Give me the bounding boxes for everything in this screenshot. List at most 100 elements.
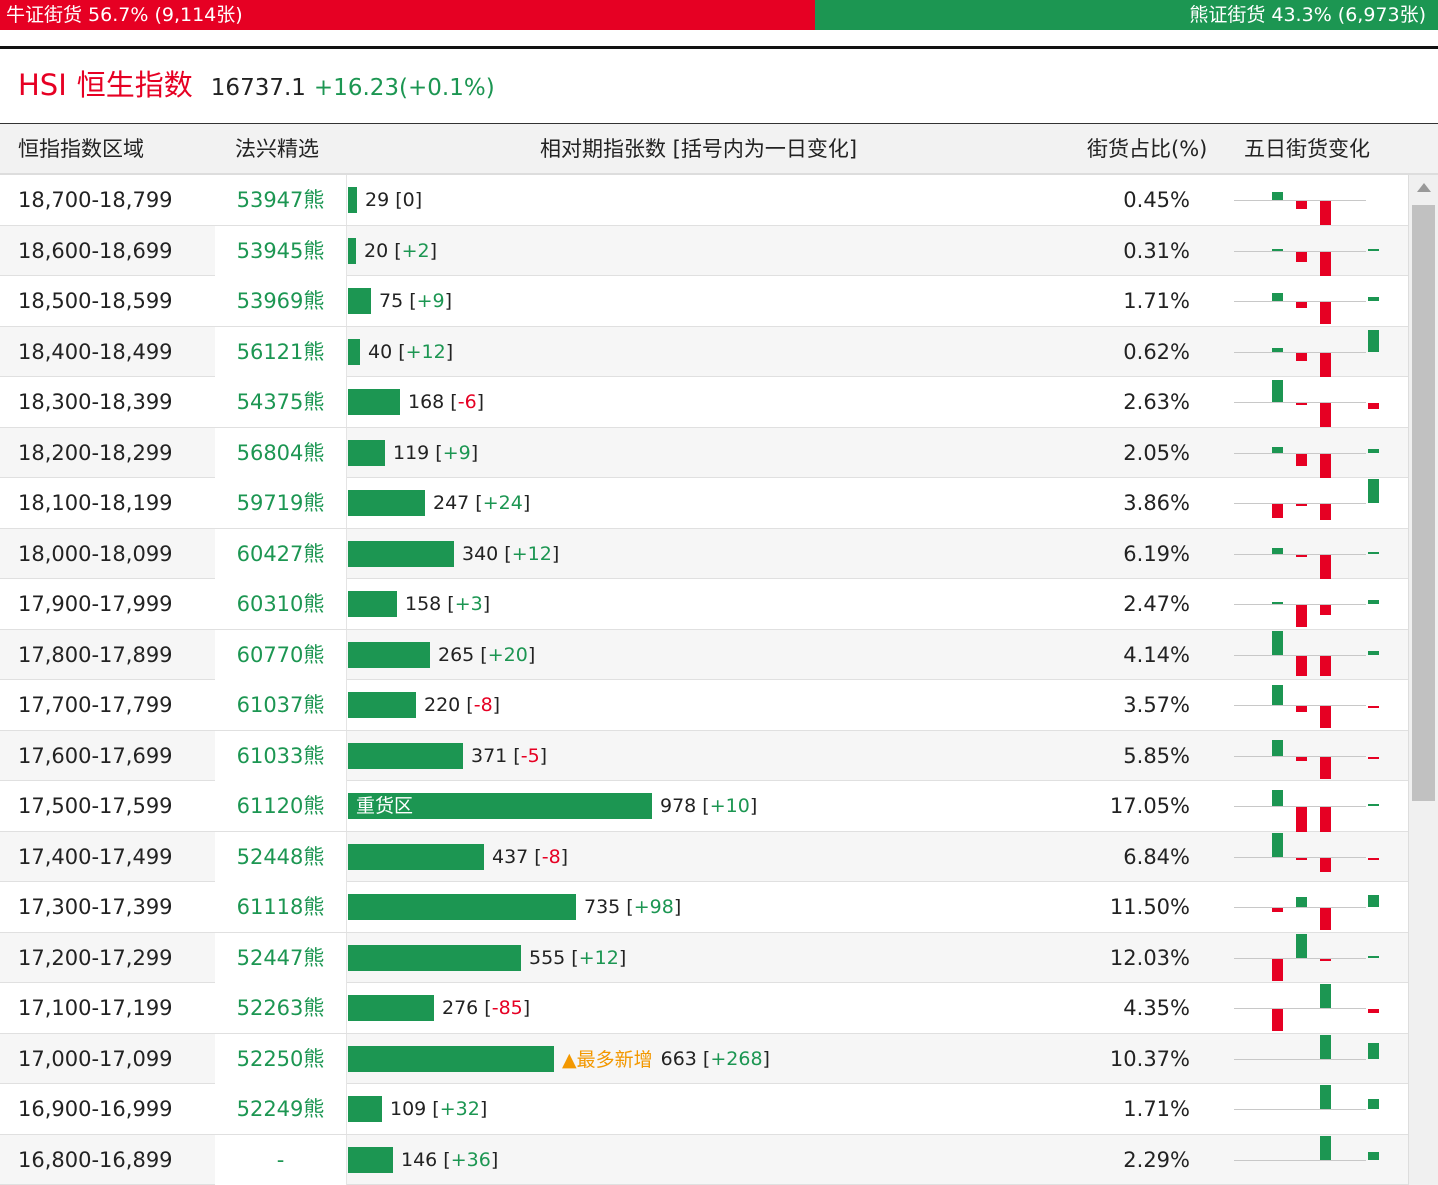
sparkline-baseline bbox=[1234, 452, 1366, 454]
pick-warrant-link[interactable]: 52250熊 bbox=[215, 1033, 347, 1084]
pick-warrant-link[interactable]: 54375熊 bbox=[215, 377, 347, 427]
sparkline-bar bbox=[1296, 504, 1307, 506]
index-range: 18,500-18,599 bbox=[18, 289, 173, 313]
pick-warrant-link[interactable]: 53945熊 bbox=[215, 225, 347, 276]
pick-warrant-link[interactable]: 52447熊 bbox=[215, 932, 347, 983]
table-row[interactable]: 17,900-17,999 60310熊 158 [+3] 2.47% bbox=[0, 579, 1408, 630]
pick-warrant-link[interactable]: 53969熊 bbox=[215, 276, 347, 326]
index-code[interactable]: HSI bbox=[18, 68, 67, 102]
table-row[interactable]: 18,400-18,499 56121熊 40 [+12] 0.62% bbox=[0, 326, 1408, 377]
count-bar bbox=[348, 995, 434, 1021]
bracket-close: ] bbox=[673, 896, 682, 918]
share-percent: 6.19% bbox=[1123, 541, 1190, 566]
table-row[interactable]: 17,300-17,399 61118熊 735 [+98] 11.50% bbox=[0, 882, 1408, 933]
bracket-close: ] bbox=[429, 239, 438, 262]
pick-warrant-link[interactable]: 52263熊 bbox=[215, 983, 347, 1033]
bracket-open: [ bbox=[426, 1098, 440, 1120]
count-number: 168 bbox=[408, 391, 445, 413]
table-row[interactable]: 18,100-18,199 59719熊 247 [+24] 3.86% bbox=[0, 478, 1408, 529]
sparkline-bar bbox=[1296, 933, 1307, 958]
count-number: 146 bbox=[401, 1148, 438, 1171]
sparkline-bar bbox=[1320, 453, 1331, 478]
sparkline-baseline bbox=[1234, 503, 1366, 504]
pick-warrant-link[interactable]: 60310熊 bbox=[215, 579, 347, 629]
sparkline-bar bbox=[1320, 352, 1331, 377]
table-row[interactable]: 18,500-18,599 53969熊 75 [+9] 1.71% bbox=[0, 276, 1408, 327]
pick-warrant-link[interactable]: 61118熊 bbox=[215, 882, 347, 932]
table-header: 恒指指数区域 法兴精选 相对期指张数 [括号内为一日变化] 街货占比(%) 五日… bbox=[0, 123, 1438, 175]
column-header-trend: 五日街货变化 bbox=[1244, 137, 1370, 161]
table-row[interactable]: 16,800-16,899 - 146 [+36] 2.29% bbox=[0, 1134, 1408, 1185]
share-percent: 1.71% bbox=[1123, 289, 1190, 313]
sparkline-bar bbox=[1296, 201, 1307, 209]
sparkline-bar bbox=[1320, 908, 1331, 930]
count-bar bbox=[348, 742, 463, 769]
table-row[interactable]: 17,800-17,899 60770熊 265 [+20] 4.14% bbox=[0, 629, 1408, 680]
sparkline-baseline bbox=[1234, 1058, 1366, 1060]
pick-warrant-link[interactable]: 61120熊 bbox=[215, 781, 347, 831]
table-row[interactable]: 18,300-18,399 54375熊 168 [-6] 2.63% bbox=[0, 377, 1408, 428]
pick-warrant-link[interactable]: 56804熊 bbox=[215, 427, 347, 478]
table-row[interactable]: 18,600-18,699 53945熊 20 [+2] 0.31% bbox=[0, 225, 1408, 276]
sparkline-bar bbox=[1296, 251, 1307, 262]
count-number: 555 bbox=[529, 946, 566, 969]
five-day-sparkline bbox=[1234, 579, 1379, 629]
sparkline-bar bbox=[1320, 655, 1331, 676]
pick-warrant-link[interactable]: 59719熊 bbox=[215, 478, 347, 528]
count-bar bbox=[348, 843, 484, 870]
daily-change: 0 bbox=[402, 189, 415, 211]
index-range: 17,300-17,399 bbox=[18, 895, 173, 919]
table-row[interactable]: 16,900-16,999 52249熊 109 [+32] 1.71% bbox=[0, 1084, 1408, 1135]
pick-warrant-link[interactable]: 61037熊 bbox=[215, 680, 347, 730]
pick-warrant-link[interactable]: 60770熊 bbox=[215, 629, 347, 680]
table-row[interactable]: 17,700-17,799 61037熊 220 [-8] 3.57% bbox=[0, 680, 1408, 731]
index-range: 17,900-17,999 bbox=[18, 592, 173, 616]
bracket-open: [ bbox=[507, 744, 521, 767]
count-bar-cell: 29 [0] bbox=[348, 187, 422, 213]
pick-warrant-link[interactable]: 53947熊 bbox=[215, 175, 347, 225]
pick-warrant-link[interactable]: 60427熊 bbox=[215, 528, 347, 579]
pick-warrant-link[interactable]: 52249熊 bbox=[215, 1084, 347, 1134]
pick-warrant-link[interactable]: 52448熊 bbox=[215, 831, 347, 882]
table-row[interactable]: 17,400-17,499 52448熊 437 [-8] 6.84% bbox=[0, 831, 1408, 882]
sparkline-bar bbox=[1272, 380, 1283, 402]
table-row[interactable]: 17,200-17,299 52447熊 555 [+12] 12.03% bbox=[0, 932, 1408, 983]
bracket-open: [ bbox=[478, 997, 492, 1019]
scrollbar[interactable] bbox=[1408, 175, 1438, 1185]
sparkline-baseline bbox=[1234, 1159, 1366, 1161]
table-row[interactable]: 18,200-18,299 56804熊 119 [+9] 2.05% bbox=[0, 427, 1408, 478]
sparkline-bar bbox=[1296, 655, 1307, 676]
table-row[interactable]: 18,700-18,799 53947熊 29 [0] 0.45% bbox=[0, 175, 1408, 226]
table-row[interactable]: 17,000-17,099 52250熊 ▲最多新增 663 [+268] 10.37% bbox=[0, 1033, 1408, 1084]
table-row[interactable]: 18,000-18,099 60427熊 340 [+12] 6.19% bbox=[0, 528, 1408, 579]
sparkline-bar bbox=[1296, 352, 1307, 361]
count-number: 735 bbox=[584, 896, 621, 918]
count-value: 663 [+268] bbox=[661, 1048, 770, 1070]
index-range: 18,300-18,399 bbox=[18, 390, 173, 414]
bracket-close: ] bbox=[560, 845, 569, 868]
count-number: 29 bbox=[365, 189, 390, 211]
share-percent: 5.85% bbox=[1123, 743, 1190, 768]
sparkline-baseline bbox=[1234, 1109, 1366, 1110]
table-row[interactable]: 17,100-17,199 52263熊 276 [-85] 4.35% bbox=[0, 983, 1408, 1034]
index-range: 16,900-16,999 bbox=[18, 1097, 173, 1121]
index-range: 17,800-17,899 bbox=[18, 642, 173, 667]
sparkline-bar bbox=[1320, 554, 1331, 579]
table-row[interactable]: 17,600-17,699 61033熊 371 [-5] 5.85% bbox=[0, 730, 1408, 781]
pick-warrant-link[interactable]: 56121熊 bbox=[215, 326, 347, 377]
bracket-close: ] bbox=[527, 643, 536, 666]
pick-warrant-link[interactable]: 61033熊 bbox=[215, 730, 347, 781]
daily-change: -5 bbox=[520, 744, 540, 767]
bracket-open: [ bbox=[389, 189, 403, 211]
table-row[interactable]: 17,500-17,599 61120熊 重货区 978 [+10] 17.05% bbox=[0, 781, 1408, 833]
index-range: 17,600-17,699 bbox=[18, 743, 173, 768]
sparkline-bar bbox=[1320, 605, 1331, 615]
scroll-up-arrow-icon[interactable] bbox=[1417, 183, 1431, 192]
count-value: 265 [+20] bbox=[438, 644, 535, 666]
index-name[interactable]: 恒生指数 bbox=[76, 68, 193, 102]
bracket-open: [ bbox=[460, 694, 474, 716]
daily-change: -6 bbox=[457, 391, 477, 413]
scrollbar-thumb[interactable] bbox=[1412, 205, 1435, 801]
five-day-sparkline bbox=[1234, 680, 1379, 730]
sparkline-bar bbox=[1296, 756, 1307, 761]
